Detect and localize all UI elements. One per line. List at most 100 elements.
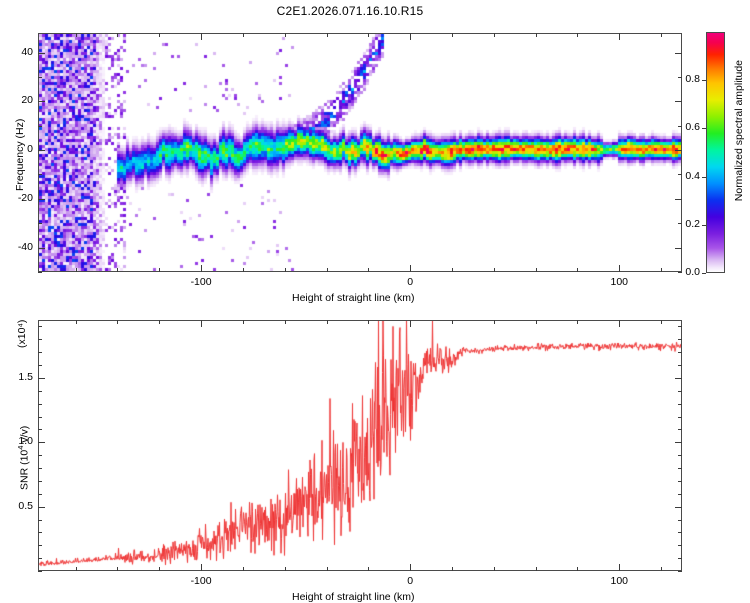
axis-tick bbox=[38, 429, 42, 430]
spectrogram-image bbox=[39, 34, 681, 271]
axis-tick bbox=[452, 320, 453, 324]
axis-tick bbox=[201, 33, 202, 40]
axis-tick bbox=[159, 33, 160, 37]
axis-tick-label: -40 bbox=[17, 240, 33, 253]
axis-tick bbox=[678, 365, 682, 366]
axis-tick bbox=[678, 545, 682, 546]
axis-tick-label: -100 bbox=[190, 575, 212, 587]
axis-tick bbox=[38, 53, 45, 54]
axis-tick bbox=[243, 567, 244, 571]
axis-tick bbox=[661, 33, 662, 37]
axis-tick bbox=[159, 268, 160, 272]
axis-tick-label: 1.0 bbox=[18, 435, 33, 448]
axis-tick bbox=[678, 77, 682, 78]
axis-tick bbox=[76, 33, 77, 37]
axis-tick bbox=[678, 455, 682, 456]
axis-tick bbox=[38, 248, 45, 249]
axis-tick bbox=[38, 455, 42, 456]
axis-tick bbox=[38, 468, 42, 469]
axis-tick-label: -100 bbox=[190, 276, 212, 288]
axis-tick bbox=[38, 326, 42, 327]
axis-tick bbox=[38, 352, 42, 353]
axis-tick bbox=[38, 77, 42, 78]
axis-tick bbox=[368, 567, 369, 571]
axis-tick bbox=[536, 33, 537, 37]
axis-tick bbox=[327, 268, 328, 272]
axis-tick bbox=[285, 567, 286, 571]
axis-tick bbox=[678, 174, 682, 175]
axis-tick bbox=[285, 268, 286, 272]
axis-tick bbox=[675, 199, 682, 200]
axis-tick bbox=[678, 391, 682, 392]
axis-tick bbox=[675, 248, 682, 249]
axis-tick bbox=[675, 378, 682, 379]
axis-tick bbox=[243, 320, 244, 324]
axis-tick bbox=[661, 320, 662, 324]
axis-tick bbox=[327, 33, 328, 37]
axis-tick bbox=[38, 378, 45, 379]
axis-tick bbox=[619, 320, 620, 327]
axis-tick bbox=[675, 507, 682, 508]
colorbar-tick bbox=[702, 80, 706, 81]
axis-tick bbox=[678, 468, 682, 469]
axis-tick bbox=[38, 520, 42, 521]
axis-tick bbox=[410, 564, 411, 571]
axis-tick bbox=[678, 126, 682, 127]
axis-tick bbox=[675, 442, 682, 443]
axis-tick bbox=[38, 417, 42, 418]
axis-tick bbox=[38, 101, 45, 102]
axis-tick bbox=[678, 339, 682, 340]
axis-tick bbox=[619, 265, 620, 272]
colorbar-tick-label: 0.8 bbox=[685, 73, 700, 86]
axis-tick bbox=[678, 571, 682, 572]
axis-tick bbox=[452, 268, 453, 272]
axis-tick bbox=[678, 223, 682, 224]
axis-tick-label: 40 bbox=[21, 45, 33, 58]
axis-tick bbox=[577, 320, 578, 324]
axis-tick bbox=[285, 33, 286, 37]
axis-tick-label: -20 bbox=[17, 191, 33, 204]
axis-tick bbox=[536, 320, 537, 324]
axis-tick bbox=[678, 532, 682, 533]
axis-tick bbox=[494, 33, 495, 37]
axis-tick bbox=[368, 33, 369, 37]
axis-tick bbox=[678, 429, 682, 430]
axis-tick-label: 20 bbox=[21, 94, 33, 107]
axis-tick bbox=[38, 174, 42, 175]
axis-tick bbox=[159, 567, 160, 571]
axis-tick bbox=[285, 320, 286, 324]
axis-tick bbox=[452, 567, 453, 571]
axis-tick bbox=[201, 265, 202, 272]
page-title: C2E1.2026.071.16.10.R15 bbox=[276, 4, 424, 18]
axis-tick bbox=[678, 417, 682, 418]
axis-tick bbox=[577, 567, 578, 571]
axis-tick bbox=[76, 320, 77, 324]
axis-tick bbox=[38, 532, 42, 533]
snr-y-multiplier: (x10⁴) bbox=[16, 319, 28, 348]
colorbar-tick bbox=[702, 225, 706, 226]
axis-tick bbox=[38, 404, 42, 405]
axis-tick bbox=[678, 520, 682, 521]
axis-tick bbox=[38, 481, 42, 482]
axis-tick bbox=[38, 339, 42, 340]
axis-tick bbox=[38, 507, 45, 508]
axis-tick bbox=[675, 101, 682, 102]
axis-tick bbox=[661, 268, 662, 272]
axis-tick bbox=[117, 567, 118, 571]
axis-tick bbox=[243, 33, 244, 37]
axis-tick bbox=[678, 352, 682, 353]
axis-tick bbox=[661, 567, 662, 571]
axis-tick bbox=[494, 268, 495, 272]
axis-tick bbox=[410, 33, 411, 40]
axis-tick bbox=[38, 272, 42, 273]
axis-tick bbox=[38, 494, 42, 495]
colorbar-tick-label: 0.4 bbox=[685, 169, 700, 182]
axis-tick bbox=[38, 558, 42, 559]
colorbar-tick bbox=[702, 273, 706, 274]
axis-tick bbox=[38, 150, 45, 151]
axis-tick bbox=[368, 320, 369, 324]
snr-x-axis-label: Height of straight line (km) bbox=[292, 591, 415, 603]
axis-tick bbox=[38, 199, 45, 200]
snr-panel bbox=[38, 320, 682, 571]
